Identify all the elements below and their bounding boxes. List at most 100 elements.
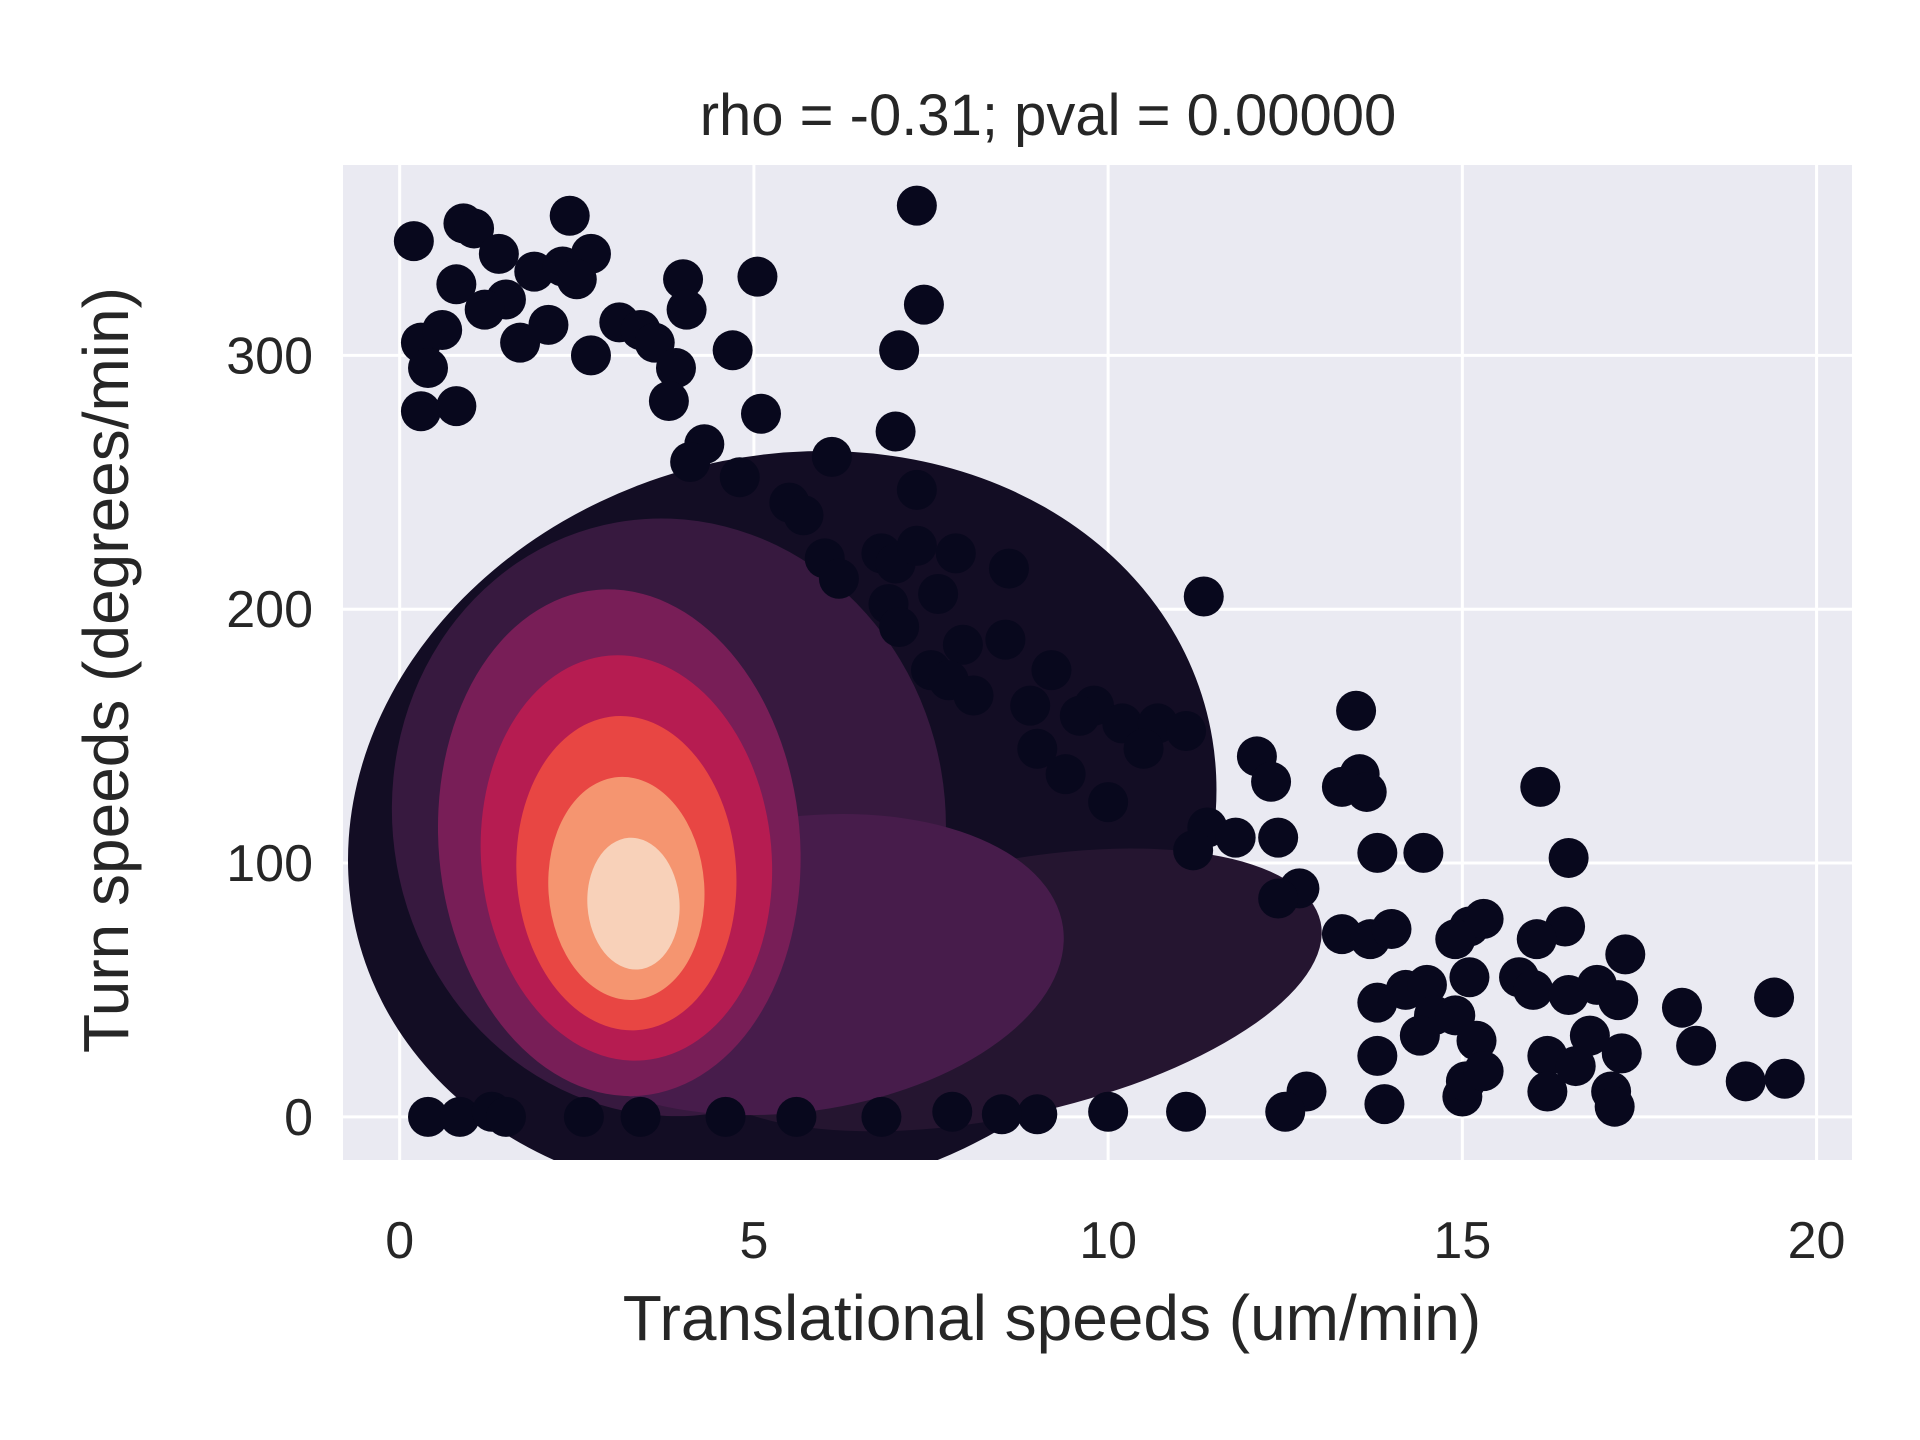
scatter-point	[705, 1096, 746, 1137]
scatter-point	[1463, 898, 1504, 939]
x-axis-label: Translational speeds (um/min)	[623, 1282, 1481, 1354]
scatter-point	[1251, 761, 1292, 802]
scatter-point	[1601, 1033, 1642, 1074]
x-tick-label: 15	[1433, 1212, 1491, 1270]
x-tick-label: 20	[1788, 1212, 1846, 1270]
scatter-point	[1463, 1051, 1504, 1092]
scatter-point	[1088, 782, 1129, 823]
scatter-point	[942, 624, 983, 665]
scatter-point	[563, 1096, 604, 1137]
scatter-point	[1258, 878, 1299, 919]
scatter-point	[436, 386, 477, 427]
scatter-point	[620, 1096, 661, 1137]
scatter-point	[1088, 1091, 1129, 1132]
scatter-point	[1166, 1091, 1207, 1132]
y-tick-label: 300	[226, 327, 313, 385]
scatter-point	[879, 606, 920, 647]
density-region	[587, 837, 680, 970]
y-tick-label: 200	[226, 581, 313, 639]
y-tick-label: 0	[284, 1089, 313, 1147]
scatter-point	[666, 289, 707, 330]
scatter-point	[1258, 817, 1299, 858]
scatter-point	[1399, 1015, 1440, 1056]
scatter-point	[464, 289, 505, 330]
scatter-point	[861, 1096, 902, 1137]
scatter-point	[1754, 977, 1795, 1018]
scatter-points	[393, 185, 1805, 1137]
scatter-point	[712, 330, 753, 371]
scatter-point	[1435, 919, 1476, 960]
scatter-point	[1548, 837, 1589, 878]
scatter-point	[737, 256, 778, 297]
scatter-point	[1017, 728, 1058, 769]
scatter-point	[670, 441, 711, 482]
scatter-point	[1357, 832, 1398, 873]
scatter-point	[570, 335, 611, 376]
y-tick-label: 100	[226, 835, 313, 893]
scatter-point	[875, 411, 916, 452]
scatter-point	[1166, 711, 1207, 752]
scatter-point	[422, 309, 463, 350]
scatter-point	[918, 573, 959, 614]
scatter-point	[1555, 1046, 1596, 1087]
scatter-point	[740, 393, 781, 434]
scatter-point	[1403, 832, 1444, 873]
scatter-point	[1346, 771, 1387, 812]
scatter-point	[903, 284, 944, 325]
scatter-point	[1336, 690, 1377, 731]
scatter-point	[439, 1096, 480, 1137]
scatter-point	[811, 436, 852, 477]
scatter-point	[478, 233, 519, 274]
scatter-point	[1516, 919, 1557, 960]
scatter-point	[1215, 817, 1256, 858]
scatter-point	[1764, 1058, 1805, 1099]
scatter-point	[719, 457, 760, 498]
scatter-point	[408, 348, 449, 389]
scatter-point	[1371, 909, 1412, 950]
scatter-point	[1569, 1015, 1610, 1056]
scatter-point	[549, 195, 590, 236]
scatter-point	[1357, 982, 1398, 1023]
scatter-point	[1449, 957, 1490, 998]
scatter-point	[408, 1096, 449, 1137]
scatter-point	[879, 330, 920, 371]
scatter-point	[528, 304, 569, 345]
scatter-point	[985, 619, 1026, 660]
scatter-point	[663, 259, 704, 300]
scatter-point	[1183, 576, 1224, 617]
x-tick-label: 0	[385, 1212, 414, 1270]
scatter-point	[896, 185, 937, 226]
scatter-point	[988, 548, 1029, 589]
scatter-point	[935, 533, 976, 574]
scatter-point	[1173, 830, 1214, 871]
scatter-point	[1010, 685, 1051, 726]
scatter-point	[436, 264, 477, 305]
scatter-point	[1265, 1091, 1306, 1132]
scatter-point	[655, 348, 696, 389]
scatter-point	[783, 495, 824, 536]
scatter-point	[393, 221, 434, 262]
scatter-point	[776, 1096, 817, 1137]
scatter-point	[818, 558, 859, 599]
scatter-point	[556, 259, 597, 300]
scatter-point	[1676, 1025, 1717, 1066]
y-axis-label: Turn speeds (degrees/min)	[70, 287, 142, 1053]
scatter-point	[1661, 987, 1702, 1028]
scatter-point	[1456, 1020, 1497, 1061]
scatter-point	[454, 208, 495, 249]
scatter-point	[1017, 1094, 1058, 1135]
scatter-point	[981, 1094, 1022, 1135]
scatter-point	[1594, 1086, 1635, 1127]
scatter-point	[896, 469, 937, 510]
scatter-point	[1045, 754, 1086, 795]
scatter-point	[896, 525, 937, 566]
scatter-point	[1513, 969, 1554, 1010]
x-tick-label: 10	[1079, 1212, 1137, 1270]
scatter-point	[1598, 980, 1639, 1021]
scatter-point	[1031, 650, 1072, 691]
scatter-point	[1725, 1061, 1766, 1102]
scatter-point	[648, 381, 689, 422]
scatter-point	[1520, 766, 1561, 807]
